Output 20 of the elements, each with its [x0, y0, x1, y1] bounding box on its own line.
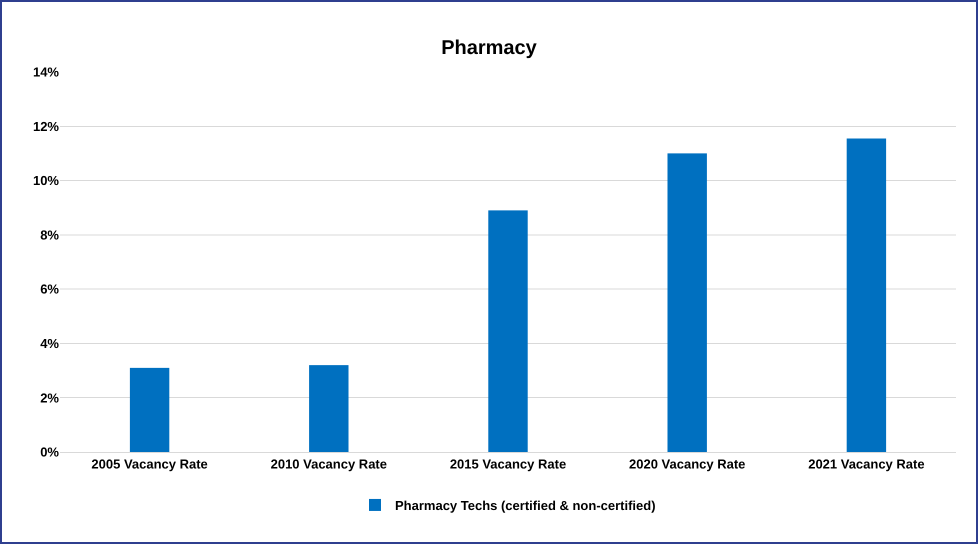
- bar: [667, 153, 707, 452]
- x-tick-label: 2010 Vacancy Rate: [270, 456, 387, 472]
- x-tick-label: 2015 Vacancy Rate: [450, 456, 566, 472]
- chart-title: Pharmacy: [441, 36, 538, 59]
- x-tick-label: 2020 Vacancy Rate: [629, 456, 746, 472]
- y-tick-label: 12%: [32, 118, 60, 134]
- y-tick-label: 8%: [40, 227, 60, 242]
- x-tick-label: 2021 Vacancy Rate: [808, 456, 925, 472]
- bar: [309, 365, 349, 452]
- bar: [130, 368, 170, 452]
- bar: [488, 210, 528, 452]
- y-tick-label: 6%: [40, 282, 60, 297]
- y-tick-label: 10%: [32, 173, 60, 188]
- y-tick-label: 4%: [40, 336, 60, 351]
- y-tick-label: 2%: [40, 390, 60, 406]
- y-tick-label: 14%: [32, 64, 60, 80]
- legend-label: Pharmacy Techs (certified & non-certified): [395, 498, 656, 514]
- bar: [846, 138, 886, 452]
- y-tick-label: 0%: [40, 444, 60, 460]
- x-tick-label: 2005 Vacancy Rate: [91, 456, 208, 472]
